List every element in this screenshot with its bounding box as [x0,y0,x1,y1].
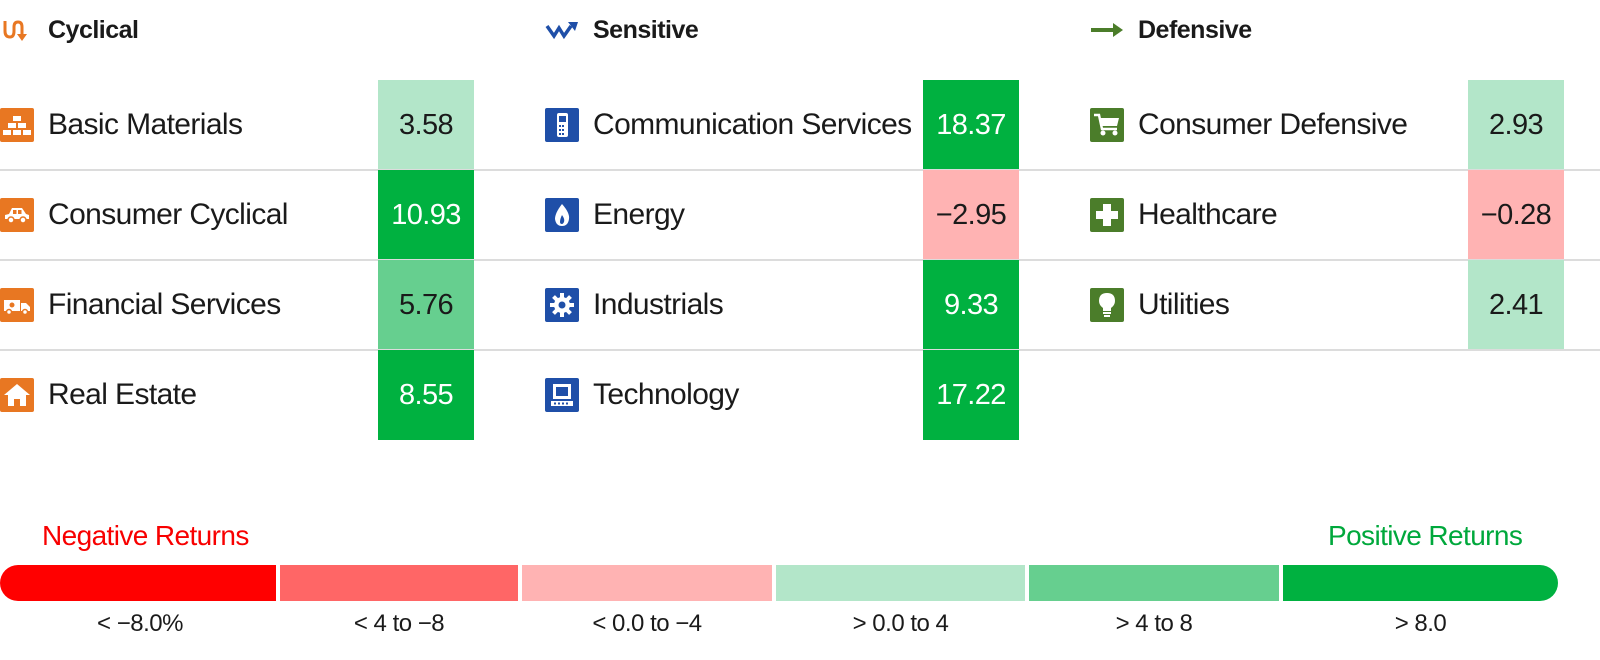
defensive-arrow-icon [1090,13,1124,47]
money-truck-icon [0,288,34,322]
legend-bin-bar [776,565,1025,601]
legend-bin-label: < 4 to −8 [353,610,445,637]
medical-cross-icon [1090,198,1124,232]
flame-icon [545,198,579,232]
legend-bin-label: > 4 to 8 [1115,610,1193,637]
sector-value-cell: −2.95 [923,170,1019,260]
sector-name: Real Estate [48,378,197,411]
legend-positive-title: Positive Returns [1328,520,1523,551]
sector-value-cell: 2.41 [1468,260,1564,350]
sector-row: Healthcare −0.28 [1090,170,1600,261]
gear-icon [545,288,579,322]
group-title: Sensitive [593,15,699,44]
sector-value-cell: 9.33 [923,260,1019,350]
legend-bin-bar [0,565,276,601]
sector-row: Real Estate 8.55 [0,350,565,440]
sector-value-cell: −0.28 [1468,170,1564,260]
phone-icon [545,108,579,142]
legend-bin-label: > 8.0 [1394,610,1447,637]
group-header: Defensive [1090,12,1252,48]
house-icon [0,378,34,412]
sector-row: Energy −2.95 [545,170,1110,261]
sector-row: Technology 17.22 [545,350,1110,440]
legend-bin-label: < 0.0 to −4 [592,610,702,637]
legend-bin-bar [1029,565,1279,601]
sector-value-cell: 5.76 [378,260,474,350]
sector-name: Basic Materials [48,108,243,141]
sector-value-cell: 10.93 [378,170,474,260]
sector-row: Industrials 9.33 [545,260,1110,351]
legend-negative-title: Negative Returns [42,520,249,551]
sector-row: Consumer Defensive 2.93 [1090,80,1600,171]
legend-bin-bar [1283,565,1558,601]
sector-row: Basic Materials 3.58 [0,80,565,171]
sector-row: Consumer Cyclical 10.93 [0,170,565,261]
sensitive-zigzag-icon [545,13,579,47]
car-icon [0,198,34,232]
sector-value-cell: 2.93 [1468,80,1564,170]
group-title: Defensive [1138,15,1252,44]
legend-bin-label: < −8.0% [97,610,183,637]
legend-bin-bar [280,565,518,601]
sector-name: Healthcare [1138,198,1278,231]
cyclical-arrow-icon [0,13,34,47]
computer-icon [545,378,579,412]
sector-name: Industrials [593,288,724,321]
sector-name: Energy [593,198,685,231]
sector-row: Financial Services 5.76 [0,260,565,351]
sector-row: Communication Services 18.37 [545,80,1110,171]
group-header: Cyclical [0,12,139,48]
sector-value-cell: 17.22 [923,350,1019,440]
legend-bin-label: > 0.0 to 4 [852,610,949,637]
sector-value-cell: 8.55 [378,350,474,440]
sector-name: Communication Services [593,108,912,141]
gold-bars-icon [0,108,34,142]
lightbulb-icon [1090,288,1124,322]
group-title: Cyclical [48,15,139,44]
cart-icon [1090,108,1124,142]
sector-name: Technology [593,378,739,411]
sector-name: Consumer Defensive [1138,108,1408,141]
sector-value-cell: 3.58 [378,80,474,170]
sector-name: Financial Services [48,288,281,321]
sector-name: Utilities [1138,288,1230,321]
sector-value-cell: 18.37 [923,80,1019,170]
sector-name: Consumer Cyclical [48,198,288,231]
group-header: Sensitive [545,12,699,48]
legend-bin-bar [522,565,772,601]
sector-row: Utilities 2.41 [1090,260,1600,351]
